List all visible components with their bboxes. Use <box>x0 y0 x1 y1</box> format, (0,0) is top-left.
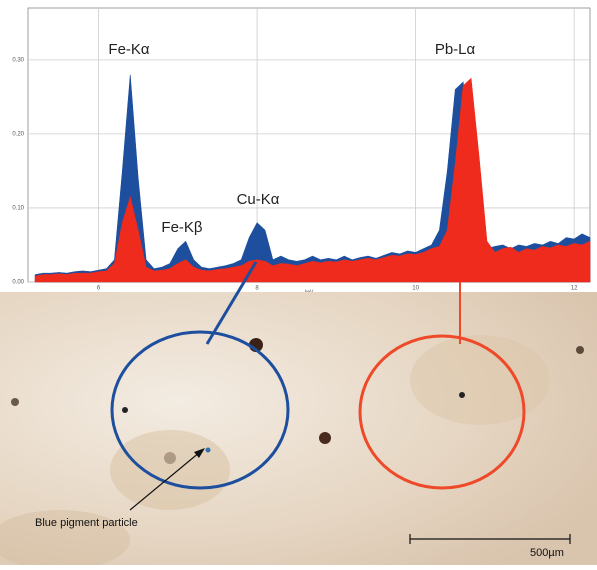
pointer-arrow <box>129 451 201 511</box>
particle-label: Blue pigment particle <box>35 517 138 529</box>
x-tick-label: 12 <box>571 286 578 292</box>
y-tick-label: 0.00 <box>12 280 24 286</box>
y-tick-label: 0.30 <box>12 57 24 63</box>
peak-label: Fe-Kβ <box>161 219 203 236</box>
particle <box>319 432 331 444</box>
scale-bar-label: 500µm <box>530 547 564 559</box>
particle <box>164 452 176 464</box>
micrograph: Blue pigment particle 500µm <box>0 261 597 570</box>
x-tick-label: 8 <box>255 286 259 292</box>
peak-label: Fe-Kα <box>108 41 150 58</box>
particle <box>459 392 465 398</box>
connector-line <box>205 261 258 345</box>
texture <box>410 335 550 425</box>
texture <box>110 430 230 510</box>
particle <box>205 447 211 453</box>
particle <box>11 398 19 406</box>
texture <box>0 510 130 570</box>
spectrum-area <box>34 77 591 283</box>
blue-region-circle <box>110 330 290 490</box>
y-tick-label: 0.10 <box>12 206 24 212</box>
red-region-circle <box>358 334 526 490</box>
peak-label: Cu-Kα <box>237 191 280 208</box>
peak-label: Pb-Lα <box>435 41 476 58</box>
y-tick-label: 0.20 <box>12 131 24 137</box>
particle <box>122 407 128 413</box>
spectrum-chart: 0.000.100.200.30681012keVFe-KαFe-KβCu-Kα… <box>12 7 591 295</box>
x-tick-label: 10 <box>412 286 419 292</box>
particle <box>576 346 584 354</box>
x-tick-label: 6 <box>97 286 101 292</box>
arrow-head <box>194 448 205 458</box>
